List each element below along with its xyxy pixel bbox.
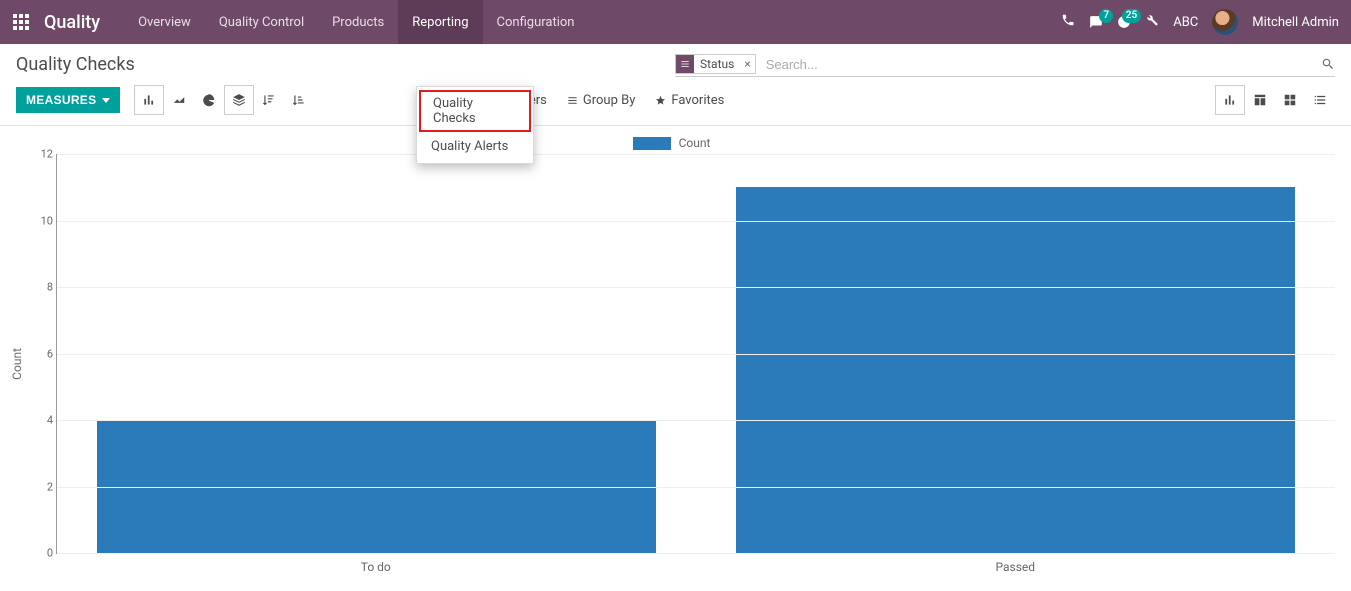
chart-legend: Count (8, 136, 1335, 150)
app-brand[interactable]: Quality (44, 12, 100, 33)
sort-desc-icon[interactable] (254, 85, 284, 115)
measures-button[interactable]: MEASURES (16, 87, 120, 113)
y-tick-label: 0 (25, 547, 53, 560)
main-nav: Overview Quality Control Products Report… (124, 0, 588, 44)
groupby-button[interactable]: Group By (567, 93, 636, 108)
tools-icon[interactable] (1145, 13, 1159, 31)
dropdown-quality-checks[interactable]: Quality Checks (419, 90, 531, 132)
chart-container: Count Count 024681012 To doPassed (0, 126, 1351, 584)
activities-icon[interactable]: 25 (1117, 15, 1131, 29)
search-facet-status: Status × (675, 54, 756, 74)
favorites-label: Favorites (671, 93, 724, 108)
nav-reporting[interactable]: Reporting (398, 0, 482, 44)
view-switcher (1215, 85, 1335, 115)
favorites-button[interactable]: Favorites (655, 93, 724, 108)
company-label[interactable]: ABC (1173, 15, 1198, 30)
pivot-view-icon[interactable] (1245, 85, 1275, 115)
y-tick-label: 4 (25, 414, 53, 427)
x-axis-labels: To doPassed (56, 554, 1335, 574)
grid-line (57, 287, 1335, 288)
y-tick-label: 10 (25, 214, 53, 227)
activities-count-badge: 25 (1122, 9, 1141, 23)
y-tick-label: 12 (25, 148, 53, 161)
dropdown-quality-alerts[interactable]: Quality Alerts (417, 134, 533, 159)
groupby-label: Group By (583, 93, 636, 108)
grid-line (57, 154, 1335, 155)
search-area: Status × (675, 54, 1335, 77)
y-axis-title: Count (8, 348, 24, 380)
x-axis-label: To do (56, 554, 696, 574)
plot-area: 024681012 (56, 154, 1335, 554)
legend-swatch (633, 137, 671, 150)
caret-down-icon (102, 98, 110, 103)
measures-label: MEASURES (26, 93, 96, 107)
chart-type-buttons (134, 85, 314, 115)
apps-icon[interactable] (12, 13, 30, 31)
graph-view-icon[interactable] (1215, 85, 1245, 115)
page-title: Quality Checks (16, 54, 135, 75)
messages-icon[interactable]: 7 (1089, 15, 1103, 29)
topbar: Quality Overview Quality Control Product… (0, 0, 1351, 44)
plot: 024681012 To doPassed (24, 154, 1335, 574)
y-tick-label: 2 (25, 480, 53, 493)
nav-overview[interactable]: Overview (124, 0, 205, 44)
y-tick-label: 8 (25, 281, 53, 294)
x-axis-label: Passed (696, 554, 1336, 574)
topbar-right: 7 25 ABC Mitchell Admin (1061, 9, 1339, 35)
legend-label: Count (679, 136, 711, 150)
facet-label: Status (694, 57, 740, 71)
phone-icon[interactable] (1061, 13, 1075, 31)
user-avatar[interactable] (1212, 9, 1238, 35)
grid-line (57, 420, 1335, 421)
grid-line (57, 354, 1335, 355)
sort-asc-icon[interactable] (284, 85, 314, 115)
stacked-icon[interactable] (224, 85, 254, 115)
chart-body: Count 024681012 To doPassed (8, 154, 1335, 574)
nav-quality-control[interactable]: Quality Control (205, 0, 318, 44)
bar[interactable] (736, 187, 1295, 553)
bar-chart-icon[interactable] (134, 85, 164, 115)
grid-line (57, 553, 1335, 554)
control-bar: Quality Checks Quality Checks Quality Al… (0, 44, 1351, 77)
list-view-icon[interactable] (1305, 85, 1335, 115)
user-name[interactable]: Mitchell Admin (1252, 15, 1339, 30)
groupby-facet-icon (676, 55, 694, 73)
y-tick-label: 6 (25, 347, 53, 360)
nav-products[interactable]: Products (318, 0, 398, 44)
search-input[interactable] (762, 55, 1321, 74)
search-icon[interactable] (1321, 57, 1335, 71)
grid-line (57, 487, 1335, 488)
facet-remove-icon[interactable]: × (740, 57, 754, 71)
pie-chart-icon[interactable] (194, 85, 224, 115)
nav-configuration[interactable]: Configuration (483, 0, 589, 44)
kanban-view-icon[interactable] (1275, 85, 1305, 115)
reporting-dropdown: Quality Checks Quality Alerts (416, 86, 534, 164)
grid-line (57, 221, 1335, 222)
toolbar: MEASURES Filters Group By Favorites (0, 77, 1351, 126)
line-chart-icon[interactable] (164, 85, 194, 115)
messages-count-badge: 7 (1099, 9, 1113, 23)
